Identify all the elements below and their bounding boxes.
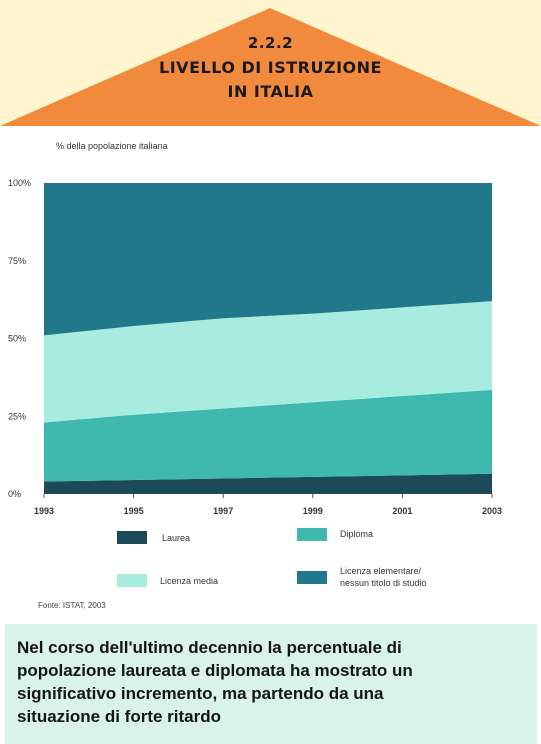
- x-tick-label: 1993: [34, 506, 54, 516]
- conclusion-line-1: Nel corso dell'ultimo decennio la percen…: [17, 638, 402, 657]
- stacked-area-chart: 0% 25% 50% 75% 100% 1993 1995 1997 1999 2001 2003: [8, 178, 502, 516]
- page-title-line2: IN ITALIA: [227, 82, 314, 101]
- area-series-0: [44, 473, 492, 494]
- conclusion-line-4: situazione di forte ritardo: [17, 707, 222, 726]
- x-tick-label: 1999: [303, 506, 323, 516]
- y-tick-label: 100%: [8, 178, 31, 188]
- conclusion-text: Nel corso dell'ultimo decennio la percen…: [17, 636, 529, 728]
- area-series-2: [44, 301, 492, 423]
- x-tick-label: 1997: [213, 506, 233, 516]
- conclusion-line-2: popolazione laureata e diplomata ha most…: [17, 661, 413, 680]
- x-tick-label: 1995: [124, 506, 144, 516]
- y-tick-label: 75%: [8, 256, 26, 266]
- page-title-line1: LIVELLO DI ISTRUZIONE: [159, 58, 382, 77]
- chart-subtitle: % della popolazione italiana: [56, 141, 168, 151]
- legend-swatch-diploma: [297, 528, 327, 541]
- x-tick-label: 2003: [482, 506, 502, 516]
- legend-swatch-licenza-elementare: [297, 571, 327, 584]
- legend-swatch-laurea: [117, 531, 147, 544]
- conclusion-box: [5, 624, 537, 744]
- area-series-3: [44, 183, 492, 336]
- legend-label-licenza-elementare-line2: nessun titolo di studio: [340, 578, 427, 588]
- x-tick-label: 2001: [392, 506, 412, 516]
- y-tick-label: 50%: [8, 334, 26, 344]
- legend-label-licenza-media: Licenza media: [160, 576, 219, 586]
- y-tick-label: 25%: [8, 411, 26, 421]
- legend-label-diploma: Diploma: [340, 529, 374, 539]
- conclusion-line-3: significativo incremento, ma partendo da…: [17, 684, 384, 703]
- legend-label-laurea: Laurea: [162, 533, 191, 543]
- y-tick-label: 0%: [8, 489, 21, 499]
- legend-swatch-licenza-media: [117, 574, 147, 587]
- chart-source: Fonte: ISTAT, 2003: [38, 601, 106, 610]
- legend-label-licenza-elementare-line1: Licenza elementare/: [340, 566, 422, 576]
- area-series-1: [44, 389, 492, 482]
- section-code: 2.2.2: [247, 34, 294, 52]
- header-arrow-shape: [0, 8, 541, 126]
